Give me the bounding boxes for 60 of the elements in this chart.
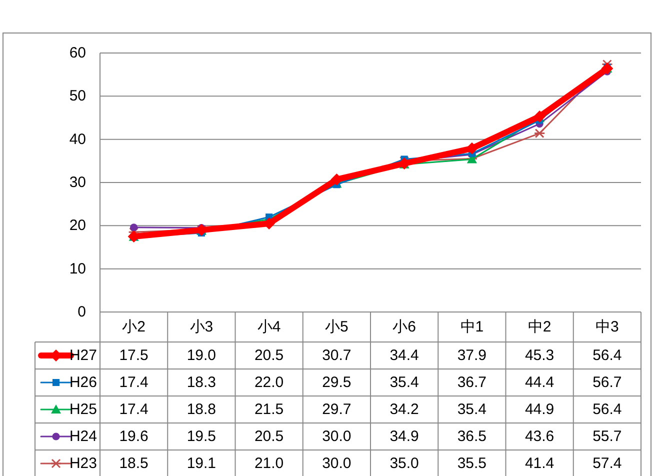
- data-label: 19.6: [119, 428, 148, 445]
- data-label: 17.4: [119, 401, 148, 418]
- data-label: 36.7: [457, 374, 487, 391]
- data-label: 21.5: [254, 401, 284, 418]
- data-label: 35.4: [390, 374, 419, 391]
- legend-label: H24: [69, 428, 97, 445]
- data-label: 44.9: [524, 401, 554, 418]
- data-label: 22.0: [254, 374, 284, 391]
- data-label: 43.6: [524, 428, 554, 445]
- data-label: 18.3: [186, 374, 216, 391]
- x-tick-label: 小4: [257, 318, 281, 336]
- y-tick-label: 10: [69, 260, 86, 278]
- data-label: 20.5: [254, 347, 284, 364]
- x-tick-label: 中3: [596, 318, 619, 336]
- data-label: 35.5: [457, 455, 487, 472]
- data-label: 56.4: [592, 347, 622, 364]
- data-label: 41.4: [524, 455, 554, 472]
- data-label: 34.2: [390, 401, 419, 418]
- y-tick-label: 30: [69, 174, 86, 191]
- data-label: 19.0: [186, 347, 216, 364]
- data-label: 57.4: [592, 455, 622, 472]
- data-label: 29.5: [322, 374, 352, 391]
- legend-label: H23: [69, 455, 97, 472]
- data-label: 37.9: [457, 347, 487, 364]
- data-label: 20.5: [254, 428, 284, 445]
- data-label: 35.4: [457, 401, 487, 418]
- data-label: 56.7: [592, 374, 622, 391]
- data-label: 19.5: [186, 428, 216, 445]
- y-tick-label: 40: [69, 130, 86, 148]
- data-label: 56.4: [592, 401, 622, 418]
- data-label: 30.0: [322, 428, 352, 445]
- y-tick-label: 20: [69, 217, 86, 234]
- data-label: 45.3: [524, 347, 554, 364]
- y-tick-label: 0: [78, 304, 86, 320]
- x-tick-label: 小2: [122, 318, 146, 336]
- data-label: 17.4: [119, 374, 148, 391]
- x-tick-label: 小6: [392, 318, 416, 336]
- data-label: 21.0: [254, 455, 284, 472]
- x-tick-label: 中2: [528, 318, 552, 336]
- data-label: 17.5: [119, 347, 148, 364]
- x-tick-label: 小3: [190, 318, 214, 336]
- data-label: 55.7: [592, 428, 622, 445]
- x-tick-label: 中1: [460, 318, 484, 336]
- data-label: 44.4: [524, 374, 554, 391]
- data-label: 34.4: [390, 347, 419, 364]
- legend-label: H25: [69, 401, 97, 418]
- y-tick-label: 50: [69, 88, 86, 105]
- data-label: 36.5: [457, 428, 487, 445]
- data-label: 18.8: [186, 401, 216, 418]
- legend-label: H26: [69, 374, 97, 391]
- data-label: 18.5: [119, 455, 148, 472]
- data-label: 35.0: [390, 455, 419, 472]
- data-label: 30.7: [322, 347, 352, 364]
- data-label: 34.9: [390, 428, 419, 445]
- legend-label: H27: [69, 347, 97, 364]
- data-label: 19.1: [186, 455, 216, 472]
- y-tick-label: 60: [69, 44, 86, 62]
- data-label: 29.7: [322, 401, 352, 418]
- data-label: 30.0: [322, 455, 352, 472]
- x-tick-label: 小5: [325, 318, 348, 336]
